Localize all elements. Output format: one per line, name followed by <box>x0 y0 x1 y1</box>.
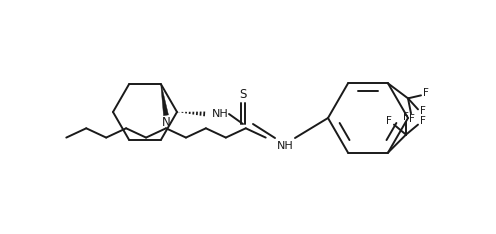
Text: F: F <box>420 106 426 116</box>
Text: NH: NH <box>212 109 228 119</box>
Text: N: N <box>162 116 170 129</box>
Polygon shape <box>161 84 169 116</box>
Text: S: S <box>239 88 247 102</box>
Text: NH: NH <box>277 141 293 151</box>
Text: F: F <box>409 114 415 124</box>
Text: F: F <box>386 116 392 126</box>
Text: F: F <box>420 116 426 126</box>
Text: F: F <box>403 112 409 122</box>
Text: F: F <box>423 88 429 98</box>
